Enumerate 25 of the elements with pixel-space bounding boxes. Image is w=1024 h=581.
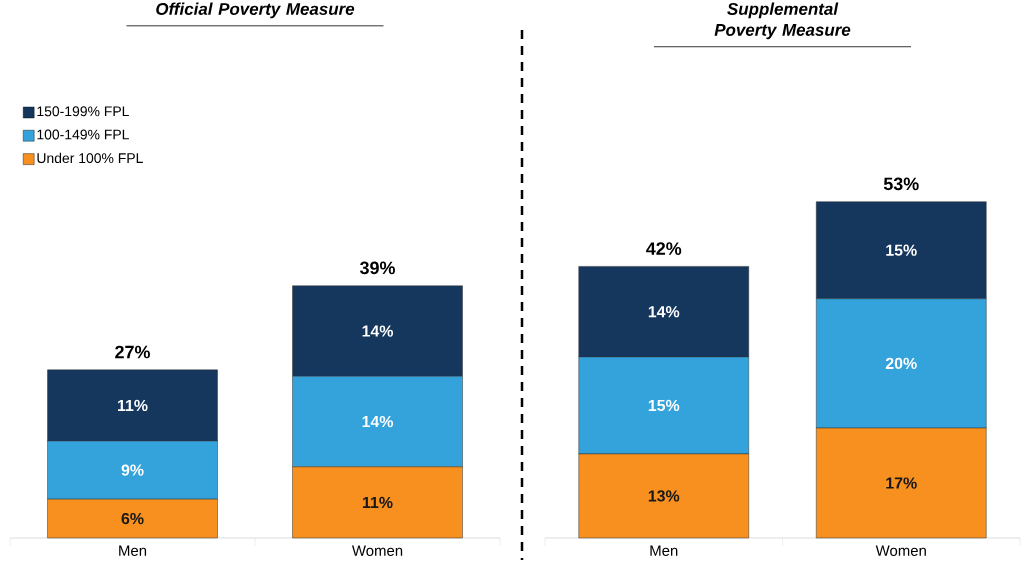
total-label: 27% xyxy=(115,345,150,359)
data-label: 15% xyxy=(886,244,917,256)
x-tick-label: Women xyxy=(875,545,926,556)
x-tick-label: Men xyxy=(119,545,147,556)
data-label: 13% xyxy=(648,490,680,502)
data-label: 9% xyxy=(121,464,144,476)
legend-label: 100-149% FPL xyxy=(37,129,129,140)
x-tick-label: Women xyxy=(351,545,403,556)
total-label: 42% xyxy=(646,242,682,255)
data-label: 6% xyxy=(121,512,144,525)
data-label: 15% xyxy=(648,399,680,412)
data-label: 14% xyxy=(648,306,680,318)
chart-title: Supplemental Poverty Measure xyxy=(714,2,851,40)
data-label: 14% xyxy=(362,415,394,428)
legend-label: Under 100% FPL xyxy=(37,152,143,164)
data-label: 17% xyxy=(886,477,917,489)
data-label: 11% xyxy=(362,496,393,509)
data-label: 14% xyxy=(362,325,394,337)
x-tick-label: Men xyxy=(650,545,678,556)
data-label: 20% xyxy=(885,357,917,370)
total-label: 53% xyxy=(883,177,919,191)
total-label: 39% xyxy=(359,261,395,275)
chart-title: Official Poverty Measure xyxy=(156,2,355,19)
data-label: 11% xyxy=(118,399,148,412)
legend-label: 150-199% FPL xyxy=(37,106,129,117)
